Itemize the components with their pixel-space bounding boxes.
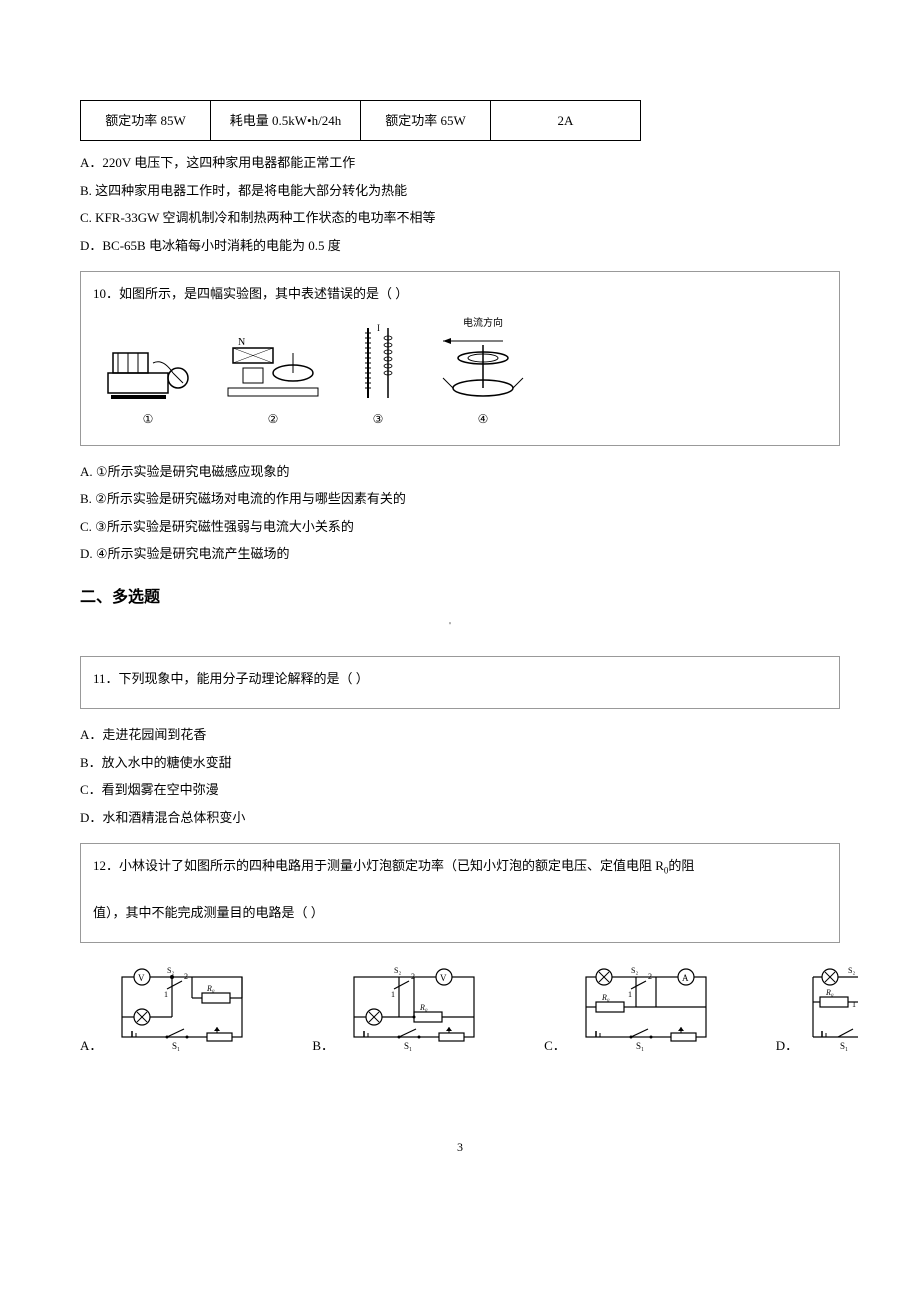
q11-option-c: C．看到烟雾在空中弥漫 bbox=[80, 778, 840, 801]
page-number: 3 bbox=[80, 1137, 840, 1159]
exp2-label: ② bbox=[223, 409, 323, 431]
exp1-label: ① bbox=[103, 409, 193, 431]
exp3-icon: I bbox=[353, 323, 403, 403]
svg-text:R₀: R₀ bbox=[825, 988, 834, 997]
exp2-icon: N bbox=[223, 333, 323, 403]
q12-label-b: B． bbox=[312, 1034, 334, 1057]
circuit-c-icon: S₂ 2 1 A R₀ S₁ bbox=[576, 967, 716, 1057]
exp4-icon bbox=[433, 333, 533, 403]
exp1-icon bbox=[103, 333, 193, 403]
q10-option-a: A. ①所示实验是研究电磁感应现象的 bbox=[80, 460, 840, 483]
q12-title: 12．小林设计了如图所示的四种电路用于测量小灯泡额定功率（已知小灯泡的额定电压、… bbox=[93, 854, 827, 879]
exp4-label: ④ bbox=[433, 409, 533, 431]
exp4-arrow-label: 电流方向 bbox=[433, 315, 533, 333]
q12-box: 12．小林设计了如图所示的四种电路用于测量小灯泡额定功率（已知小灯泡的额定电压、… bbox=[80, 843, 840, 943]
svg-text:S₁: S₁ bbox=[636, 1041, 644, 1051]
circuit-d-icon: S₂ R₀ 1 S₁ bbox=[808, 967, 858, 1057]
q12-circuit-d: D． S₂ R₀ 1 S₁ bbox=[776, 967, 858, 1057]
q10-option-b: B. ②所示实验是研究磁场对电流的作用与哪些因素有关的 bbox=[80, 487, 840, 510]
q11-option-a: A．走进花园闻到花香 bbox=[80, 723, 840, 746]
q12-circuit-a: A． V S₂ 2 1 R₀ S₁ bbox=[80, 967, 252, 1057]
q11-option-d: D．水和酒精混合总体积变小 bbox=[80, 806, 840, 829]
cell: 2A bbox=[491, 101, 641, 141]
svg-text:1: 1 bbox=[391, 990, 395, 999]
svg-text:V: V bbox=[138, 973, 145, 983]
q9-option-a: A．220V 电压下，这四种家用电器都能正常工作 bbox=[80, 151, 840, 174]
circuit-b-icon: S₂ 2 1 V R₀ S₁ bbox=[344, 967, 484, 1057]
q9-option-c: C. KFR-33GW 空调机制冷和制热两种工作状态的电功率不相等 bbox=[80, 206, 840, 229]
center-marker: 〫 bbox=[80, 622, 840, 642]
q10-box: 10．如图所示，是四幅实验图，其中表述错误的是（ ） ① bbox=[80, 271, 840, 446]
svg-text:2: 2 bbox=[184, 972, 188, 981]
svg-text:V: V bbox=[440, 973, 447, 983]
svg-text:2: 2 bbox=[648, 972, 652, 981]
svg-text:1: 1 bbox=[164, 990, 168, 999]
svg-text:S₁: S₁ bbox=[840, 1041, 848, 1051]
svg-text:1: 1 bbox=[628, 990, 632, 999]
q10-title: 10．如图所示，是四幅实验图，其中表述错误的是（ ） bbox=[93, 282, 827, 305]
cell: 额定功率 85W bbox=[81, 101, 211, 141]
q11-option-b: B．放入水中的糖使水变甜 bbox=[80, 751, 840, 774]
q10-exp-3: I ③ bbox=[353, 323, 403, 431]
q12-circuit-row: A． V S₂ 2 1 R₀ S₁ bbox=[80, 967, 840, 1057]
svg-text:S₂: S₂ bbox=[394, 967, 401, 975]
q11-title: 11．下列现象中，能用分子动理论解释的是（ ） bbox=[93, 667, 827, 690]
q12-title-line2: 值），其中不能完成测量目的电路是（ ） bbox=[93, 901, 827, 924]
svg-text:N: N bbox=[238, 337, 245, 348]
svg-text:S₂: S₂ bbox=[167, 967, 174, 975]
q12-circuit-c: C． S₂ 2 1 A R₀ S₁ bbox=[544, 967, 716, 1057]
q12-label-d: D． bbox=[776, 1034, 798, 1057]
svg-text:A: A bbox=[682, 973, 689, 983]
svg-text:R₀: R₀ bbox=[419, 1003, 428, 1012]
svg-text:S₂: S₂ bbox=[848, 967, 855, 975]
svg-text:I: I bbox=[377, 323, 380, 333]
svg-text:1: 1 bbox=[852, 1000, 856, 1009]
svg-text:S₂: S₂ bbox=[631, 967, 638, 975]
circuit-a-icon: V S₂ 2 1 R₀ S₁ bbox=[112, 967, 252, 1057]
svg-text:S₁: S₁ bbox=[172, 1041, 180, 1051]
cell: 额定功率 65W bbox=[361, 101, 491, 141]
svg-text:S₁: S₁ bbox=[404, 1041, 412, 1051]
exp3-label: ③ bbox=[353, 409, 403, 431]
q10-exp-4: 电流方向 ④ bbox=[433, 315, 533, 431]
q12-circuit-b: B． S₂ 2 1 V R₀ S₁ bbox=[312, 967, 484, 1057]
q12-label-c: C． bbox=[544, 1034, 566, 1057]
q11-box: 11．下列现象中，能用分子动理论解释的是（ ） bbox=[80, 656, 840, 709]
q9-option-b: B. 这四种家用电器工作时，都是将电能大部分转化为热能 bbox=[80, 179, 840, 202]
q9-option-d: D．BC-65B 电冰箱每小时消耗的电能为 0.5 度 bbox=[80, 234, 840, 257]
q10-figure-row: ① N ② bbox=[103, 315, 827, 431]
svg-text:R₀: R₀ bbox=[601, 993, 610, 1002]
q12-title-p1: 12．小林设计了如图所示的四种电路用于测量小灯泡额定功率（已知小灯泡的额定电压、… bbox=[93, 858, 664, 873]
q12-title-p2: 的阻 bbox=[668, 858, 694, 873]
cell: 耗电量 0.5kW•h/24h bbox=[211, 101, 361, 141]
svg-text:R₀: R₀ bbox=[206, 984, 215, 993]
q10-option-c: C. ③所示实验是研究磁性强弱与电流大小关系的 bbox=[80, 515, 840, 538]
q10-exp-2: N ② bbox=[223, 333, 323, 431]
table-row: 额定功率 85W 耗电量 0.5kW•h/24h 额定功率 65W 2A bbox=[81, 101, 641, 141]
q10-exp-1: ① bbox=[103, 333, 193, 431]
section-2-header: 二、多选题 bbox=[80, 584, 840, 613]
q9-spec-table: 额定功率 85W 耗电量 0.5kW•h/24h 额定功率 65W 2A bbox=[80, 100, 641, 141]
q10-option-d: D. ④所示实验是研究电流产生磁场的 bbox=[80, 542, 840, 565]
q12-label-a: A． bbox=[80, 1034, 102, 1057]
